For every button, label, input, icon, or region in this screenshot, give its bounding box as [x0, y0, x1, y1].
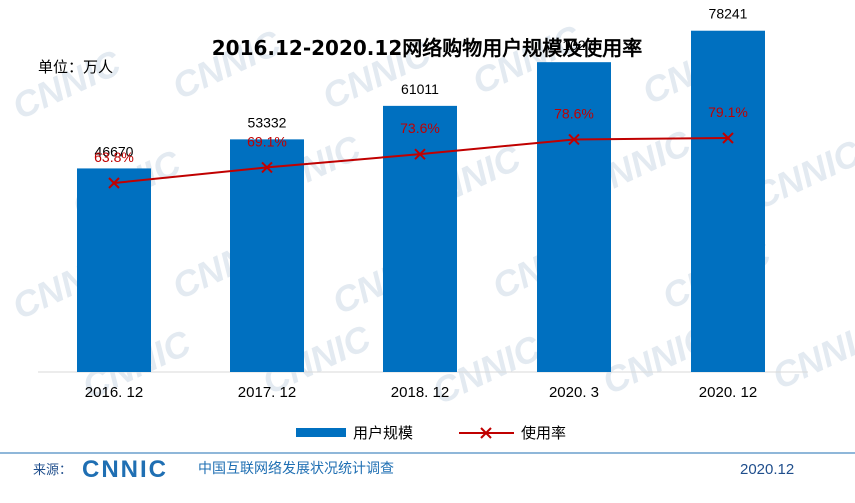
rate-value-label: 78.6% [554, 105, 594, 121]
rate-marker [108, 177, 120, 189]
x-tick-labels: 2016. 12 2017. 12 2018. 12 2020. 3 2020. 12 [85, 384, 757, 401]
bar [537, 62, 611, 372]
bar-value-label: 61011 [401, 81, 439, 97]
x-tick-label: 2020. 3 [549, 384, 599, 401]
watermark-text: CNNIC [6, 41, 128, 127]
legend-line-marker [480, 427, 492, 439]
rate-value-labels: 63.8% 69.1% 73.6% 78.6% 79.1% [94, 104, 748, 165]
x-tick-label: 2017. 12 [238, 384, 296, 401]
x-tick-label: 2016. 12 [85, 384, 143, 401]
rate-marker [568, 133, 580, 146]
footer-date: 2020.12 [740, 461, 794, 478]
bar [77, 168, 151, 372]
bar-series [77, 30, 765, 372]
bar-value-label: 46670 [95, 143, 134, 159]
watermark-text: CNNIC [166, 21, 288, 107]
bar [383, 105, 457, 372]
watermark-text: CNNIC [766, 311, 855, 397]
unit-label: 单位：万人 [38, 58, 113, 76]
bar-value-label: 71027 [555, 37, 594, 53]
legend-bar-label: 用户规模 [353, 424, 413, 442]
x-tick-label: 2020. 12 [699, 384, 757, 401]
rate-value-label: 73.6% [400, 120, 440, 136]
rate-value-label: 63.8% [94, 149, 134, 165]
legend-line-label: 使用率 [521, 424, 566, 442]
rate-marker [414, 148, 426, 160]
legend: 用户规模 使用率 [296, 424, 566, 442]
chart-title: 2016.12-2020.12网络购物用户规模及使用率 [212, 36, 643, 60]
rate-marker [261, 161, 273, 174]
footer-org-name: 中国互联网络发展状况统计调查 [198, 461, 394, 477]
x-tick-label: 2018. 12 [391, 384, 449, 401]
rate-value-label: 69.1% [247, 133, 287, 149]
bar [691, 30, 765, 372]
bar [230, 139, 304, 372]
bar-value-labels: 46670 53332 61011 71027 78241 [95, 6, 748, 160]
line-series [108, 132, 734, 189]
footer: 来源： CNNIC 中国互联网络发展状况统计调查 2020.12 [0, 452, 855, 483]
footer-source-label: 来源： [33, 463, 72, 478]
legend-bar-swatch [296, 428, 346, 437]
bar-value-label: 53332 [248, 114, 287, 130]
footer-logo: CNNIC [82, 456, 168, 483]
rate-value-label: 79.1% [708, 104, 748, 120]
bar-value-label: 78241 [709, 6, 748, 22]
rate-marker [722, 132, 734, 144]
